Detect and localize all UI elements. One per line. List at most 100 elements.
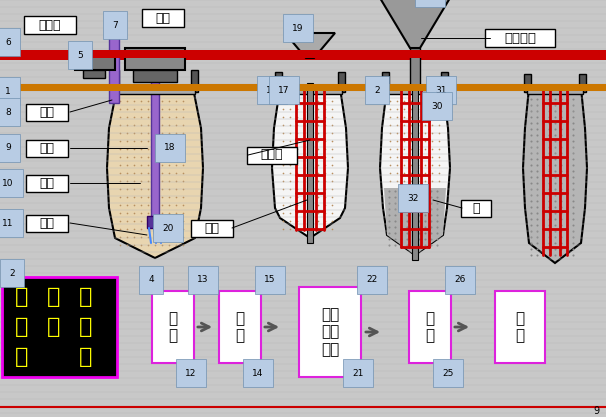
Bar [112, 70, 119, 92]
Text: 工: 工 [47, 317, 61, 337]
Bar [382, 72, 389, 92]
Bar [133, 70, 177, 82]
Bar [2, 277, 117, 377]
Bar [579, 74, 586, 92]
Text: 工: 工 [79, 287, 93, 307]
Text: 成
型: 成 型 [516, 311, 525, 343]
Text: 钻杆: 钻杆 [39, 141, 55, 155]
Text: 砼: 砼 [472, 201, 480, 214]
Text: 2: 2 [9, 269, 15, 277]
Text: 15: 15 [264, 276, 276, 284]
Polygon shape [107, 88, 203, 258]
Bar [485, 29, 555, 47]
Bar [412, 83, 418, 260]
Text: 4: 4 [148, 276, 154, 284]
Bar [152, 291, 194, 363]
Text: 21: 21 [352, 369, 364, 377]
Text: 25: 25 [442, 369, 454, 377]
Bar [461, 199, 491, 216]
Bar [125, 48, 185, 70]
Text: 6: 6 [5, 38, 11, 47]
Text: 浇
筑: 浇 筑 [425, 311, 435, 343]
Bar [495, 291, 545, 363]
Text: 32: 32 [407, 193, 419, 203]
Text: 5: 5 [77, 50, 83, 60]
Bar [115, 86, 195, 94]
Text: 11: 11 [2, 219, 14, 228]
Text: 成
孔: 成 孔 [236, 311, 245, 343]
Bar [151, 78, 159, 218]
Text: 钢筋笼: 钢筋笼 [261, 148, 283, 161]
Text: 护筒: 护筒 [39, 106, 55, 118]
Text: 就
位: 就 位 [168, 311, 178, 343]
Text: 法: 法 [15, 347, 28, 367]
Text: 31: 31 [435, 85, 447, 95]
Text: 9: 9 [593, 406, 599, 416]
Text: 泥浆泵: 泥浆泵 [39, 18, 61, 32]
Polygon shape [285, 33, 335, 58]
Text: 导管: 导管 [204, 221, 219, 234]
Text: 施: 施 [47, 287, 61, 307]
Text: 19: 19 [292, 23, 304, 33]
Bar [0, 270, 606, 417]
Bar [0, 50, 606, 60]
Bar [0, 85, 606, 91]
Bar [441, 72, 448, 92]
Bar [385, 86, 445, 94]
Bar [147, 216, 163, 228]
Bar [75, 52, 115, 70]
Bar [191, 219, 233, 236]
Text: 9: 9 [5, 143, 11, 153]
Bar [26, 214, 68, 231]
Text: 26: 26 [454, 276, 465, 284]
Text: 1: 1 [5, 86, 11, 95]
Bar [26, 140, 68, 156]
Text: 8: 8 [5, 108, 11, 116]
Text: 12: 12 [185, 369, 197, 377]
Bar [410, 48, 420, 88]
Text: 17: 17 [278, 85, 290, 95]
Text: 20: 20 [162, 224, 174, 233]
Text: 30: 30 [431, 101, 443, 111]
Bar [26, 103, 68, 121]
Text: 13: 13 [197, 276, 208, 284]
Text: 序: 序 [79, 347, 93, 367]
Text: 湿: 湿 [15, 287, 28, 307]
Bar [24, 16, 76, 34]
Bar [247, 146, 297, 163]
Text: 2: 2 [374, 85, 380, 95]
Bar [0, 84, 606, 91]
Text: 浇注漏斗: 浇注漏斗 [504, 32, 536, 45]
Text: 作: 作 [15, 317, 28, 337]
Text: 14: 14 [252, 369, 264, 377]
Polygon shape [272, 88, 348, 238]
Polygon shape [380, 88, 450, 255]
Text: 放钢
导筋
管笼: 放钢 导筋 管笼 [321, 307, 339, 357]
Bar [26, 174, 68, 191]
Bar [0, 50, 606, 58]
Bar [191, 70, 198, 92]
Bar [109, 33, 119, 103]
Text: 22: 22 [367, 276, 378, 284]
Polygon shape [384, 188, 446, 255]
Text: 7: 7 [112, 20, 118, 30]
Bar [524, 74, 531, 92]
Text: 16: 16 [266, 85, 278, 95]
Bar [299, 287, 361, 377]
Text: 泥浆: 泥浆 [39, 176, 55, 189]
Bar [275, 72, 282, 92]
Text: 18: 18 [164, 143, 176, 153]
Bar [527, 86, 583, 94]
Text: 钻机: 钻机 [156, 12, 170, 25]
Bar [219, 291, 261, 363]
Bar [142, 9, 184, 27]
Bar [307, 83, 313, 243]
Bar [338, 72, 345, 92]
Polygon shape [380, 0, 450, 48]
Bar [83, 70, 105, 78]
Text: 10: 10 [2, 178, 14, 188]
Bar [409, 291, 451, 363]
Polygon shape [523, 88, 587, 263]
Bar [278, 86, 342, 94]
Text: 程: 程 [79, 317, 93, 337]
